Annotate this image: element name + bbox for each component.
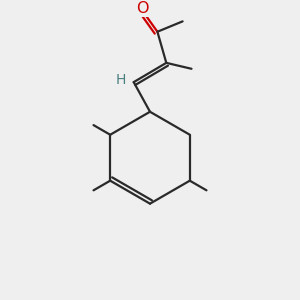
Text: H: H — [116, 73, 126, 87]
Text: O: O — [136, 1, 149, 16]
